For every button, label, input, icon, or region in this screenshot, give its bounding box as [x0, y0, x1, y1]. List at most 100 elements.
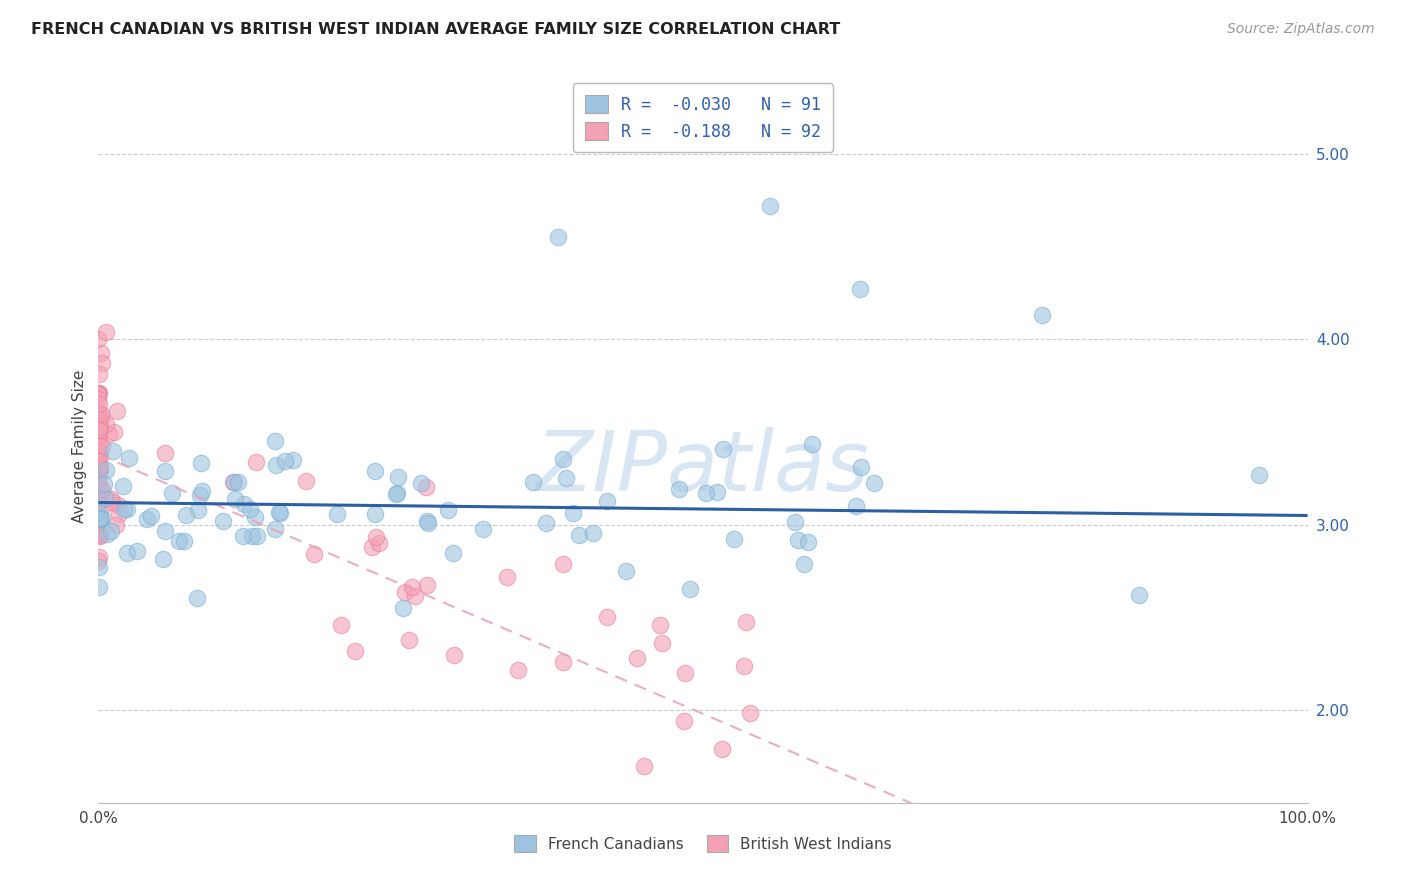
Point	[190, 488, 212, 502]
Point	[411, 475, 433, 490]
Legend: French Canadians, British West Indians: French Canadians, British West Indians	[506, 828, 900, 859]
Point	[97, 427, 120, 442]
Point	[89, 419, 111, 434]
Point	[107, 498, 129, 512]
Point	[87, 428, 110, 442]
Point	[264, 434, 287, 449]
Point	[364, 465, 387, 479]
Point	[89, 421, 111, 435]
Point	[364, 507, 387, 521]
Point	[87, 421, 110, 435]
Point	[89, 512, 111, 526]
Point	[735, 615, 758, 629]
Point	[87, 442, 110, 457]
Point	[232, 498, 254, 512]
Point	[242, 529, 264, 543]
Point	[87, 462, 110, 476]
Point	[281, 453, 304, 467]
Point	[368, 536, 391, 550]
Point	[364, 530, 387, 544]
Point	[562, 506, 585, 520]
Point	[87, 554, 110, 568]
Point	[595, 493, 617, 508]
Point	[89, 510, 111, 524]
Point	[89, 457, 111, 471]
Point	[246, 529, 269, 543]
Point	[582, 526, 605, 541]
Point	[787, 533, 810, 547]
Point	[90, 511, 112, 525]
Point	[89, 459, 111, 474]
Point	[626, 650, 648, 665]
Point	[222, 475, 245, 490]
Point	[673, 714, 696, 729]
Point	[212, 514, 235, 528]
Point	[568, 528, 591, 542]
Point	[87, 462, 110, 476]
Point	[783, 515, 806, 529]
Point	[633, 759, 655, 773]
Point	[115, 501, 138, 516]
Point	[87, 495, 110, 509]
Point	[295, 474, 318, 488]
Point	[173, 533, 195, 548]
Point	[87, 472, 110, 486]
Text: ZIPatlas: ZIPatlas	[536, 427, 870, 508]
Point	[186, 591, 208, 605]
Point	[191, 484, 214, 499]
Point	[87, 385, 110, 400]
Point	[87, 404, 110, 418]
Point	[87, 454, 110, 468]
Point	[845, 499, 868, 513]
Point	[89, 482, 111, 496]
Point	[87, 560, 110, 574]
Point	[415, 480, 437, 494]
Point	[404, 589, 426, 603]
Point	[90, 482, 112, 496]
Point	[87, 449, 110, 463]
Point	[89, 528, 111, 542]
Point	[547, 230, 569, 244]
Point	[87, 367, 110, 381]
Point	[551, 557, 574, 571]
Point	[302, 547, 325, 561]
Point	[472, 522, 495, 536]
Point	[723, 532, 745, 546]
Point	[96, 417, 118, 432]
Point	[401, 580, 423, 594]
Point	[87, 479, 110, 493]
Point	[534, 516, 557, 530]
Point	[87, 581, 110, 595]
Point	[343, 643, 366, 657]
Y-axis label: Average Family Size: Average Family Size	[72, 369, 87, 523]
Point	[111, 479, 134, 493]
Point	[90, 346, 112, 360]
Point	[695, 485, 717, 500]
Point	[245, 455, 267, 469]
Point	[89, 423, 111, 437]
Point	[706, 484, 728, 499]
Point	[112, 502, 135, 516]
Point	[398, 632, 420, 647]
Point	[385, 487, 408, 501]
Point	[596, 610, 619, 624]
Point	[495, 570, 517, 584]
Point	[93, 498, 115, 512]
Point	[232, 529, 254, 543]
Point	[87, 430, 110, 444]
Point	[849, 282, 872, 296]
Point	[614, 564, 637, 578]
Point	[101, 443, 124, 458]
Point	[416, 516, 439, 530]
Point	[87, 450, 110, 465]
Point	[711, 442, 734, 456]
Point	[108, 508, 131, 522]
Point	[90, 356, 112, 370]
Point	[167, 534, 190, 549]
Point	[87, 526, 110, 541]
Point	[87, 505, 110, 519]
Point	[415, 514, 437, 528]
Point	[651, 636, 673, 650]
Text: FRENCH CANADIAN VS BRITISH WEST INDIAN AVERAGE FAMILY SIZE CORRELATION CHART: FRENCH CANADIAN VS BRITISH WEST INDIAN A…	[31, 22, 841, 37]
Point	[125, 544, 148, 558]
